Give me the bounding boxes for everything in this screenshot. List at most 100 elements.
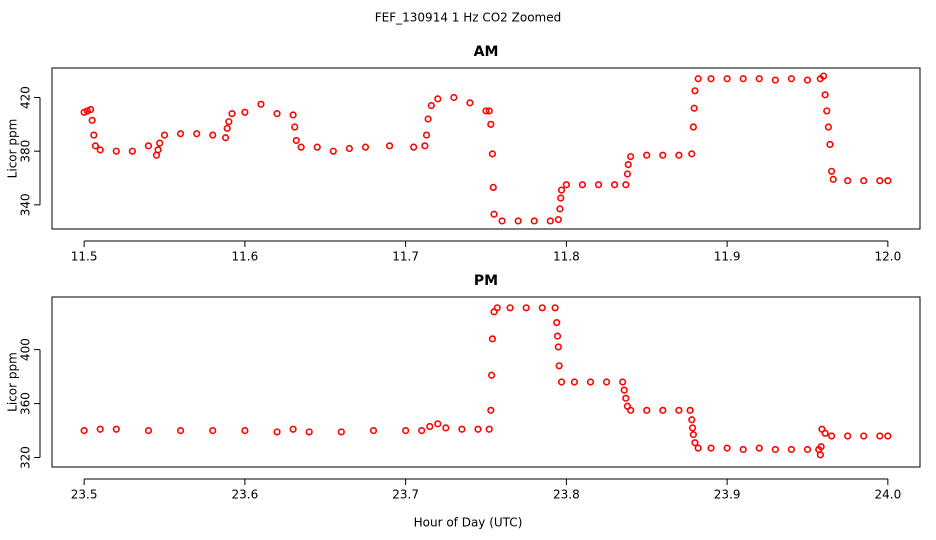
data-point [622,394,630,402]
data-point [222,134,230,142]
data-point [675,151,683,159]
data-point [817,443,825,451]
panel-title: AM [474,44,499,60]
data-point [297,143,305,151]
data-point [176,130,185,138]
data-point [686,406,694,414]
data-point [624,161,632,169]
data-point [421,142,429,150]
x-axis-label: Hour of Day (UTC) [414,516,523,530]
data-point [514,217,522,225]
data-point [458,425,466,433]
data-point [522,304,530,312]
panel-title: PM [474,273,498,289]
data-point [553,319,561,327]
data-point [586,378,595,386]
data-point [154,146,162,154]
data-point [884,432,892,440]
data-point [821,429,829,437]
data-point [557,194,565,202]
data-point [803,445,812,454]
data-point [289,425,297,433]
y-tick-label: 400 [19,338,33,361]
data-point [156,139,164,147]
x-tick-label: 23.7 [392,488,419,502]
data-point [690,104,698,112]
data-point [707,75,715,83]
data-point [578,181,587,189]
data-point [385,142,394,150]
data-point [689,123,697,131]
x-tick-label: 11.5 [71,250,98,264]
data-point [844,432,852,440]
data-point [694,444,702,452]
data-point [557,186,566,194]
data-point [787,445,796,454]
data-point [556,205,564,213]
plot-frame [51,67,921,230]
data-point [553,332,562,340]
data-point [602,378,611,386]
data-point [292,136,300,145]
data-point [487,120,495,128]
data-point [627,406,635,414]
data-point [291,123,299,131]
data-point [442,424,450,432]
data-point [369,426,378,435]
data-point [884,177,892,185]
data-point [570,378,579,386]
data-point [876,432,884,440]
data-point [80,426,88,435]
data-point [86,105,95,114]
data-point [562,181,570,189]
data-point [827,167,836,175]
data-point [554,216,562,224]
data-point [91,142,99,150]
data-point [620,386,628,394]
data-point [489,183,497,192]
data-point [860,432,868,440]
data-point [557,378,566,386]
data-point [485,107,493,115]
data-point [824,123,832,131]
data-point [771,76,779,84]
data-point [816,451,824,459]
data-point [821,91,829,99]
y-axis-label: Licor ppm [6,119,20,179]
data-point [144,426,153,435]
data-point [474,425,482,433]
data-point [688,150,696,158]
data-point [659,406,667,414]
y-tick-label: 320 [19,446,33,469]
y-tick-label: 420 [19,86,33,109]
data-point [622,181,630,189]
data-point [176,426,185,435]
data-point [691,87,699,95]
data-point [739,445,747,454]
x-tick-label: 11.7 [392,250,419,264]
y-tick-label: 360 [19,392,33,415]
data-point [689,431,697,439]
y-axis-label: Licor ppm [6,352,20,412]
data-point [488,335,497,343]
data-point [128,147,136,155]
x-tick-label: 11.9 [714,250,741,264]
data-point [329,147,337,155]
data-point [466,99,474,107]
data-point [619,378,627,386]
data-layer [80,72,892,225]
data-point [337,428,345,436]
data-point [209,426,217,435]
x-tick-label: 23.9 [714,488,741,502]
data-point [96,425,104,433]
data-point [829,175,837,183]
data-point [228,110,236,118]
data-point [755,75,763,83]
data-point [418,426,426,435]
data-point [345,144,353,153]
data-point [771,445,779,454]
data-point [88,116,96,124]
data-point [112,425,120,433]
data-point [241,108,249,116]
